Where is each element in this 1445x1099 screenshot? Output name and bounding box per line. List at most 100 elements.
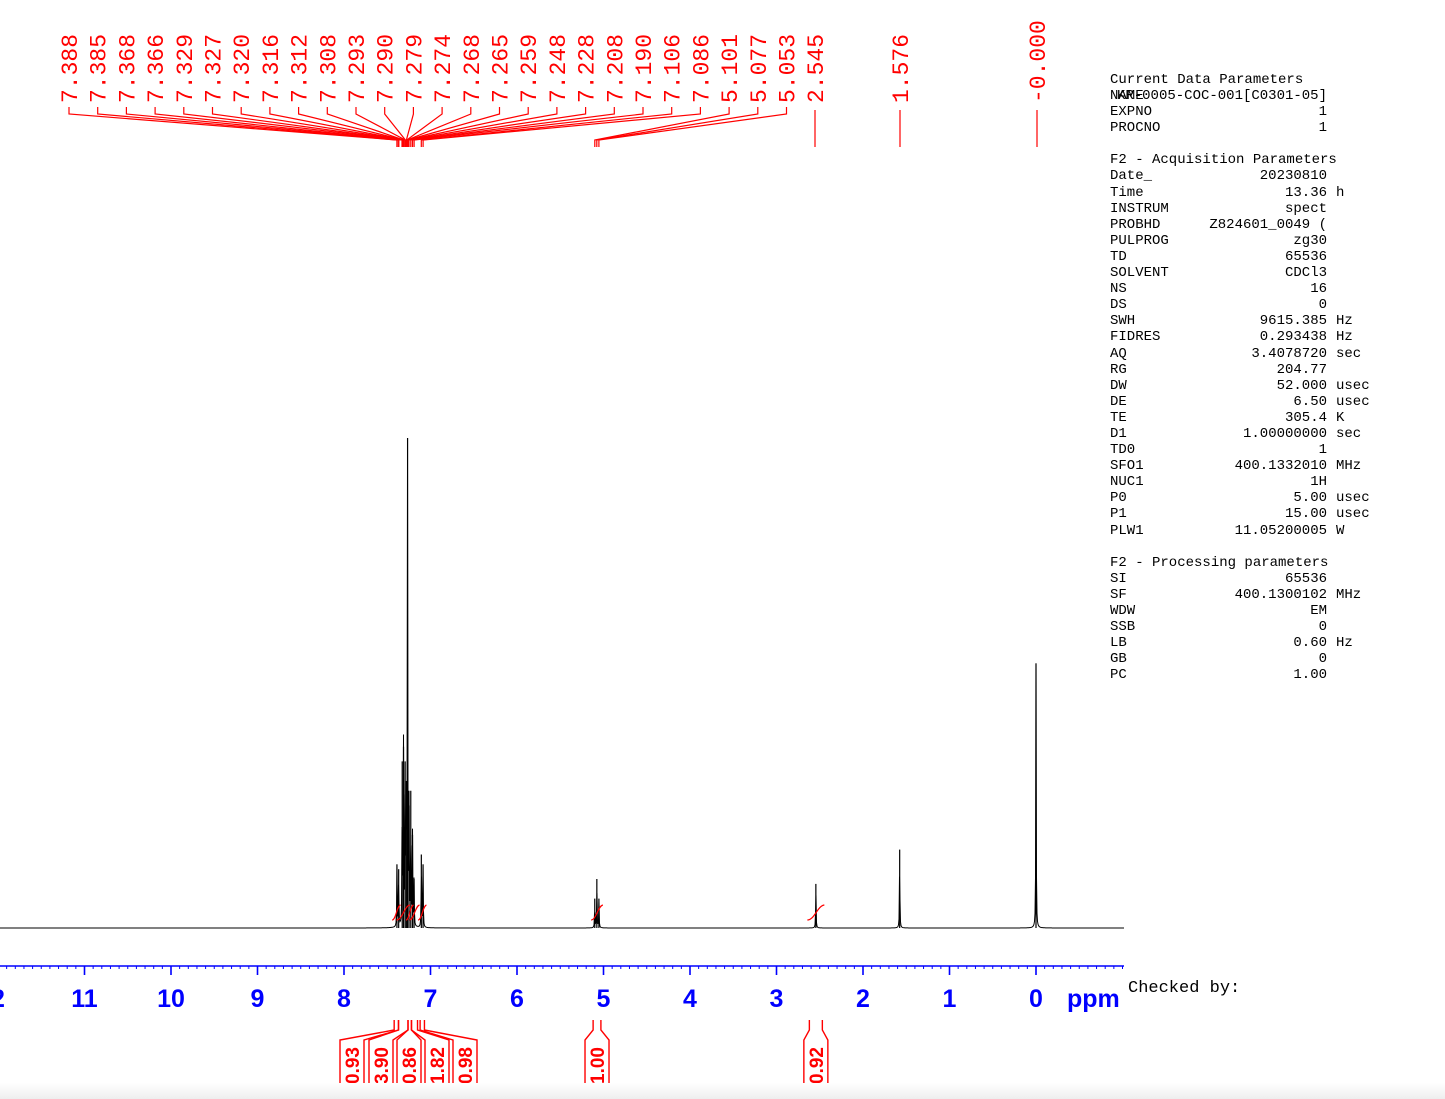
axis-tick-label: 7: [424, 985, 438, 1013]
peak-label: 7.279: [402, 34, 428, 103]
param-row: GB 0: [1110, 651, 1445, 667]
param-value: KR-0005-COC-001[C0301-05]: [1116, 88, 1327, 105]
param-value: 65536: [1284, 570, 1327, 587]
integral-label: 0.86: [400, 1047, 421, 1084]
integral-curve: [405, 904, 414, 921]
param-unit: usec: [1336, 393, 1370, 410]
peak-label: 7.259: [517, 34, 543, 103]
param-value: 305.4: [1284, 409, 1327, 426]
peak-leader: [410, 107, 587, 147]
current-params-title: Current Data Parameters: [1110, 72, 1304, 88]
param-key: NUC1: [1110, 474, 1144, 491]
param-value: 52.000: [1276, 377, 1327, 394]
param-key: PROCNO: [1110, 120, 1161, 137]
axis-tick-label: 11: [71, 985, 98, 1013]
param-unit: W: [1336, 522, 1345, 539]
axis-tick-label: 10: [157, 985, 185, 1013]
param-value: 0: [1318, 297, 1327, 314]
param-key: GB: [1110, 651, 1127, 668]
param-row: NAME KR-0005-COC-001[C0301-05]: [1110, 88, 1445, 104]
integral-curve: [396, 904, 411, 921]
peak-leader: [298, 107, 405, 147]
param-key: PLW1: [1110, 522, 1144, 539]
peak-label: 5.053: [776, 34, 802, 103]
param-unit: h: [1336, 184, 1345, 201]
param-row: Time 13.36 h: [1110, 185, 1445, 201]
param-row: SWH 9615.385 Hz: [1110, 313, 1445, 329]
param-row: NUC1 1H: [1110, 474, 1445, 490]
peak-leader: [406, 107, 472, 147]
param-row: INSTRUM spect: [1110, 201, 1445, 217]
peak-label: 7.290: [374, 34, 400, 103]
integral-bracket: [803, 1020, 829, 1085]
param-value: spect: [1284, 200, 1327, 217]
param-value: zg30: [1293, 232, 1327, 249]
param-row: FIDRES 0.293438 Hz: [1110, 329, 1445, 345]
peak-label: 7.388: [58, 34, 84, 103]
param-value: 0.293438: [1259, 329, 1327, 346]
peak-leader: [594, 107, 730, 147]
peak-leader: [183, 107, 403, 147]
integral-label: 1.00: [588, 1047, 609, 1084]
peak-label: 1.576: [889, 34, 915, 103]
peak-label: 7.268: [460, 34, 486, 103]
peak-leader: [326, 107, 405, 147]
peak-leader: [420, 107, 673, 147]
param-unit: K: [1336, 409, 1345, 426]
peak-leader: [408, 107, 558, 147]
param-key: TD: [1110, 248, 1127, 265]
peak-label: 7.190: [632, 34, 658, 103]
integral-curve: [391, 904, 401, 921]
param-key: P0: [1110, 490, 1127, 507]
param-key: AQ: [1110, 345, 1127, 362]
peak-label: 5.101: [718, 34, 744, 103]
param-row: RG 204.77: [1110, 362, 1445, 378]
param-row: SF 400.1300102 MHz: [1110, 587, 1445, 603]
param-row: TD0 1: [1110, 442, 1445, 458]
param-key: LB: [1110, 635, 1127, 652]
param-key: FIDRES: [1110, 329, 1161, 346]
peak-leader: [384, 107, 406, 147]
param-row: TE 305.4 K: [1110, 410, 1445, 426]
param-key: Date_: [1110, 168, 1153, 185]
peak-label: 7.366: [144, 34, 170, 103]
param-key: PC: [1110, 667, 1127, 684]
param-key: P1: [1110, 506, 1127, 523]
axis-tick-label: 8: [337, 985, 351, 1013]
param-row: DE 6.50 usec: [1110, 394, 1445, 410]
param-key: DW: [1110, 377, 1127, 394]
axis-unit-label: ppm: [1067, 985, 1120, 1013]
param-key: EXPNO: [1110, 104, 1153, 121]
peak-leader: [97, 107, 398, 147]
integral-bracket: [584, 1020, 610, 1085]
peak-label: 7.293: [345, 34, 371, 103]
param-value: 204.77: [1276, 361, 1327, 378]
param-unit: Hz: [1336, 635, 1353, 652]
peak-label: 7.320: [230, 34, 256, 103]
param-value: 6.50: [1293, 393, 1327, 410]
param-row: DS 0: [1110, 297, 1445, 313]
param-key: SOLVENT: [1110, 265, 1169, 282]
peak-label: 7.385: [87, 34, 113, 103]
param-value: EM: [1310, 602, 1327, 619]
param-row: PC 1.00: [1110, 667, 1445, 683]
param-row: SSB 0: [1110, 619, 1445, 635]
peak-label: 7.274: [431, 34, 457, 103]
integral-curve: [590, 904, 604, 921]
param-value: 1: [1318, 442, 1327, 459]
integral-label: 0.93: [343, 1047, 364, 1084]
integral-curves: [391, 904, 825, 921]
param-row: SFO1 400.1332010 MHz: [1110, 458, 1445, 474]
param-unit: Hz: [1336, 313, 1353, 330]
axis-tick-label: 2: [0, 985, 5, 1013]
param-row: AQ 3.4078720 sec: [1110, 346, 1445, 362]
param-key: SWH: [1110, 313, 1136, 330]
param-value: 1: [1318, 104, 1327, 121]
param-key: TD0: [1110, 442, 1136, 459]
param-value: 1.00: [1293, 667, 1327, 684]
param-unit: sec: [1336, 345, 1362, 362]
param-value: 5.00: [1293, 490, 1327, 507]
param-value: 15.00: [1284, 506, 1327, 523]
param-key: TE: [1110, 409, 1127, 426]
param-row: PULPROG zg30: [1110, 233, 1445, 249]
